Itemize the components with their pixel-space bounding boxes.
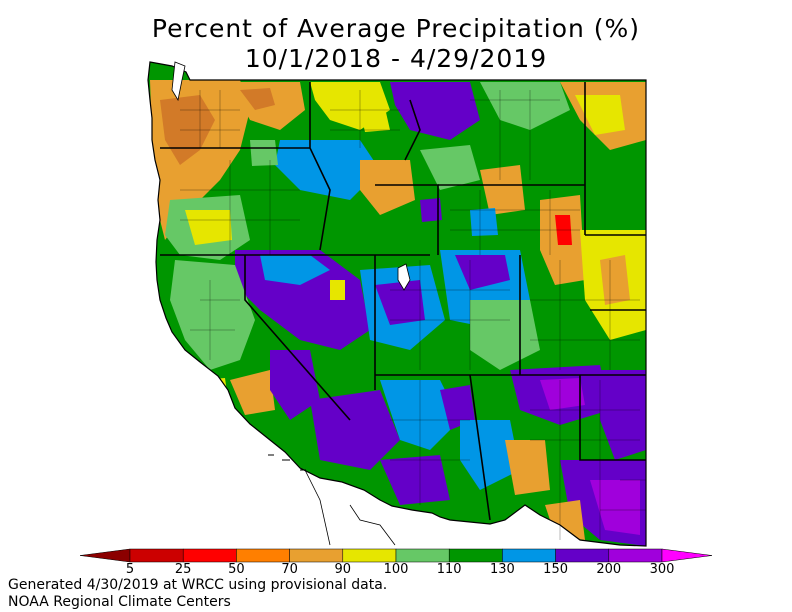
great-salt-lake: [397, 263, 411, 291]
colorbar-tick-label: 50: [228, 562, 245, 577]
colorbar-segment: [129, 548, 184, 563]
footer-generated-note: Generated 4/30/2019 at WRCC using provis…: [8, 577, 388, 593]
colorbar-segment: [555, 548, 610, 563]
colorbar-tick-label: 100: [383, 562, 409, 577]
land-fill: [148, 62, 646, 546]
mexico-outline: [304, 469, 396, 546]
colorbar-segment: [395, 548, 450, 563]
colorbar-tick-label: 200: [596, 562, 622, 577]
colorbar-segment: [608, 548, 663, 563]
county-lines: [180, 90, 646, 540]
colorbar-tick-label: 130: [489, 562, 515, 577]
colorbar-tick-label: 70: [281, 562, 298, 577]
channel-islands: [268, 454, 306, 471]
colorbar-segment: [289, 548, 344, 563]
colorbar-segment: [236, 548, 290, 563]
map-title: Percent of Average Precipitation (%): [151, 14, 641, 43]
colorbar-segment: [502, 548, 556, 563]
colorbar-tick-label: 110: [436, 562, 462, 577]
colorbar-tick-label: 90: [334, 562, 352, 577]
colorbar-segment: [342, 548, 397, 563]
colorbar-tick-label: 150: [543, 562, 568, 577]
colorbar-tick-label: 300: [649, 562, 675, 577]
colorbar-segment: [182, 548, 237, 563]
colorbar: [79, 548, 713, 563]
map-date-range: 10/1/2018 - 4/29/2019: [244, 44, 548, 73]
colorbar-tick-label: 5: [125, 562, 135, 577]
colorbar-arrow-high: [661, 548, 713, 563]
state-borders: [160, 82, 646, 521]
colorbar-tick-label: 25: [174, 562, 192, 577]
colorbar-segment: [448, 548, 503, 563]
footer-organization: NOAA Regional Climate Centers: [8, 594, 231, 610]
puget-sound: [171, 61, 186, 102]
coastline: [147, 61, 647, 547]
colorbar-arrow-low: [79, 548, 131, 563]
